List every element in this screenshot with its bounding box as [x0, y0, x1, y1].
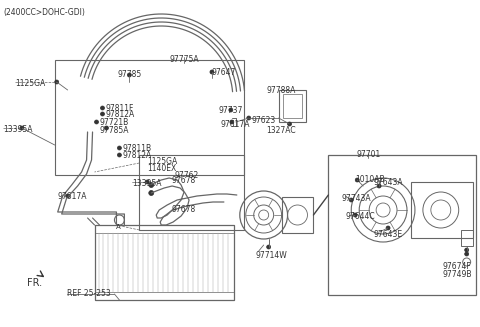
Text: 97623: 97623: [252, 116, 276, 125]
Text: 1125GA: 1125GA: [147, 157, 178, 166]
Circle shape: [465, 248, 468, 252]
Circle shape: [55, 80, 59, 84]
Text: 97617A: 97617A: [221, 120, 251, 129]
Text: 13395A: 13395A: [3, 125, 33, 134]
Circle shape: [355, 178, 359, 182]
Text: 1010AB: 1010AB: [355, 175, 385, 184]
Circle shape: [288, 122, 291, 126]
Circle shape: [149, 182, 154, 187]
Circle shape: [20, 126, 24, 130]
Text: 97743A: 97743A: [341, 194, 371, 203]
Bar: [55, 60, 244, 175]
Text: (2400CC>DOHC-GDI): (2400CC>DOHC-GDI): [3, 8, 85, 17]
Text: 97674F: 97674F: [443, 262, 471, 271]
Bar: [95, 225, 234, 233]
Circle shape: [386, 226, 390, 230]
Text: 97678: 97678: [171, 176, 195, 185]
Text: 97643E: 97643E: [373, 230, 402, 239]
Text: 13395A: 13395A: [132, 179, 162, 188]
Circle shape: [145, 180, 149, 184]
Circle shape: [118, 146, 121, 150]
Circle shape: [349, 198, 353, 202]
Text: 97812A: 97812A: [106, 110, 135, 119]
Text: 97714W: 97714W: [256, 251, 288, 260]
Circle shape: [95, 120, 98, 124]
Text: 97785A: 97785A: [99, 126, 129, 135]
Circle shape: [377, 184, 381, 188]
Circle shape: [66, 194, 70, 198]
Circle shape: [267, 245, 271, 249]
Text: 97811B: 97811B: [122, 144, 152, 153]
Text: 97643A: 97643A: [373, 178, 403, 187]
Bar: [95, 292, 234, 300]
Bar: [95, 225, 234, 300]
Circle shape: [353, 213, 357, 217]
Circle shape: [149, 191, 154, 196]
Text: 97812A: 97812A: [122, 151, 152, 160]
Circle shape: [127, 73, 132, 77]
Text: 1327AC: 1327AC: [267, 126, 296, 135]
Bar: [282, 197, 313, 233]
Text: 97811F: 97811F: [106, 104, 134, 113]
Circle shape: [105, 126, 108, 130]
Text: 97737: 97737: [219, 106, 243, 115]
Circle shape: [465, 252, 468, 256]
Text: FR.: FR.: [27, 278, 42, 288]
Text: 97701: 97701: [356, 150, 380, 159]
Text: 97762: 97762: [174, 171, 198, 180]
Bar: [461, 230, 473, 246]
Circle shape: [247, 116, 251, 120]
Circle shape: [229, 108, 233, 112]
Circle shape: [118, 153, 121, 157]
Bar: [411, 182, 473, 238]
Circle shape: [230, 120, 234, 124]
Bar: [139, 155, 244, 230]
Text: 1125GA: 1125GA: [15, 79, 45, 88]
Text: 97749B: 97749B: [443, 270, 472, 279]
Text: 97644C: 97644C: [345, 212, 375, 221]
Text: 1140EX: 1140EX: [147, 164, 177, 173]
Text: 97785: 97785: [118, 70, 142, 79]
Text: 97788A: 97788A: [267, 86, 296, 95]
Text: 97721B: 97721B: [99, 118, 129, 127]
Text: 97617A: 97617A: [58, 192, 87, 201]
Circle shape: [100, 112, 105, 116]
Text: 97678: 97678: [171, 205, 195, 214]
Circle shape: [210, 70, 214, 74]
Text: 97775A: 97775A: [169, 55, 199, 64]
Text: REF 25-253: REF 25-253: [67, 289, 110, 298]
Text: 97647: 97647: [212, 68, 236, 77]
Text: A: A: [117, 224, 121, 230]
Bar: [283, 94, 302, 118]
Bar: [328, 155, 476, 295]
Bar: [278, 90, 306, 122]
Circle shape: [100, 106, 105, 110]
